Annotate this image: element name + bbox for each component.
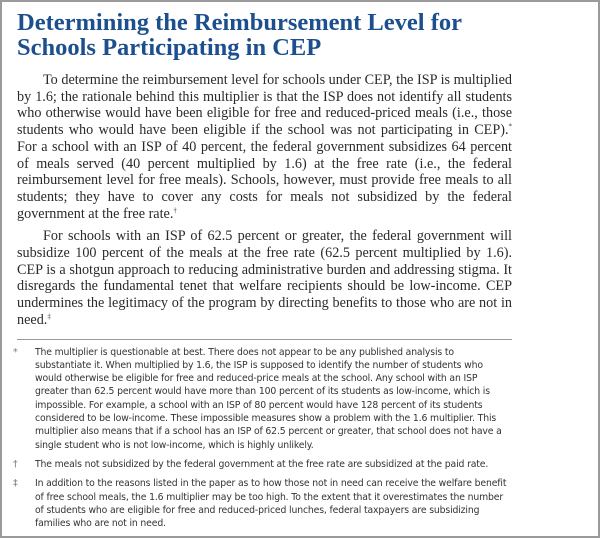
paragraph-text: To determine the reimbursement level for…	[17, 72, 512, 139]
footnote-mark: †	[13, 458, 18, 470]
section-title: Determining the Reimbursement Level for …	[17, 9, 462, 61]
paragraph-text: For a school with an ISP of 40 percent, …	[17, 138, 512, 222]
footnote-ref-asterisk[interactable]: *	[508, 122, 513, 131]
footnote-text: In addition to the reasons listed in the…	[35, 478, 507, 530]
body-paragraph-1: To determine the reimbursement level for…	[17, 72, 512, 222]
footnote-3: ‡ In addition to the reasons listed in t…	[13, 477, 512, 530]
footnote-text: The meals not subsidized by the federal …	[35, 458, 489, 470]
footnote-divider	[17, 338, 512, 340]
footnote-mark: *	[13, 346, 18, 358]
paragraph-text: For schools with an ISP of 62.5 percent …	[17, 228, 512, 328]
footnote-ref-dagger[interactable]: †	[173, 205, 177, 214]
footnote-ref-double-dagger[interactable]: ‡	[47, 312, 51, 321]
footnote-text: The multiplier is questionable at best. …	[35, 346, 502, 451]
body-paragraph-2: For schools with an ISP of 62.5 percent …	[17, 228, 512, 328]
footnote-1: * The multiplier is questionable at best…	[13, 346, 512, 452]
footnote-mark: ‡	[13, 478, 18, 490]
footnote-2: † The meals not subsidized by the federa…	[13, 458, 512, 471]
